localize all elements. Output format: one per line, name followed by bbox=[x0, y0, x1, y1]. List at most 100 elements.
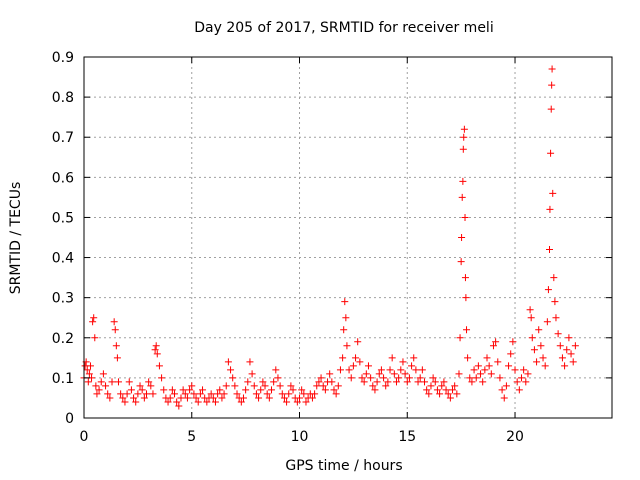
data-point bbox=[196, 390, 204, 398]
y-tick-label: 0.9 bbox=[52, 50, 74, 66]
data-point bbox=[166, 394, 174, 402]
data-point bbox=[177, 394, 185, 402]
data-point bbox=[313, 382, 321, 390]
data-point bbox=[239, 394, 247, 402]
data-point bbox=[423, 386, 431, 394]
data-point bbox=[92, 382, 100, 390]
data-point bbox=[558, 354, 566, 362]
data-point bbox=[328, 378, 336, 386]
data-point bbox=[500, 394, 508, 402]
data-point bbox=[433, 386, 441, 394]
y-tick-label: 0 bbox=[65, 411, 74, 427]
data-point bbox=[276, 382, 284, 390]
data-point bbox=[244, 378, 252, 386]
data-point bbox=[418, 366, 426, 374]
data-point bbox=[287, 382, 295, 390]
data-point bbox=[113, 354, 121, 362]
data-point bbox=[341, 298, 349, 306]
data-point bbox=[461, 213, 469, 221]
data-point bbox=[114, 378, 122, 386]
data-point bbox=[242, 386, 250, 394]
y-tick-label: 0.6 bbox=[52, 170, 74, 186]
data-point bbox=[149, 390, 157, 398]
data-point bbox=[528, 334, 536, 342]
data-point bbox=[375, 370, 383, 378]
plot-frame bbox=[83, 56, 613, 419]
data-point bbox=[296, 394, 304, 402]
data-point bbox=[326, 370, 334, 378]
data-point bbox=[265, 394, 273, 402]
data-point bbox=[547, 105, 555, 113]
data-point bbox=[339, 354, 347, 362]
data-point bbox=[388, 354, 396, 362]
data-point bbox=[377, 366, 385, 374]
data-point bbox=[487, 370, 495, 378]
data-point bbox=[270, 378, 278, 386]
data-point bbox=[229, 374, 237, 382]
data-point bbox=[403, 378, 411, 386]
data-point bbox=[561, 362, 569, 370]
data-point bbox=[438, 382, 446, 390]
data-point bbox=[278, 390, 286, 398]
data-point bbox=[97, 378, 105, 386]
data-point bbox=[216, 386, 224, 394]
data-point bbox=[535, 326, 543, 334]
data-point bbox=[255, 394, 263, 402]
data-point bbox=[444, 390, 452, 398]
data-point bbox=[425, 390, 433, 398]
data-point bbox=[259, 378, 267, 386]
data-point bbox=[520, 366, 528, 374]
data-point bbox=[209, 394, 217, 402]
data-point bbox=[550, 274, 558, 282]
grid-lines bbox=[84, 57, 612, 418]
data-point bbox=[293, 398, 301, 406]
data-point bbox=[121, 398, 129, 406]
data-point bbox=[138, 386, 146, 394]
data-point bbox=[246, 358, 254, 366]
data-point bbox=[102, 382, 110, 390]
data-point bbox=[390, 370, 398, 378]
data-point bbox=[117, 390, 125, 398]
data-point bbox=[285, 390, 293, 398]
data-point bbox=[460, 133, 468, 141]
data-point bbox=[250, 382, 258, 390]
data-point bbox=[91, 334, 99, 342]
data-point bbox=[461, 274, 469, 282]
data-point bbox=[458, 193, 466, 201]
data-point bbox=[175, 402, 183, 410]
data-point bbox=[458, 234, 466, 241]
data-point bbox=[552, 314, 560, 322]
data-point bbox=[224, 358, 232, 366]
axis-ticks: 0 0.1 0.2 0.3 0.4 0.5 0.6 0.7 0.8 0.9 0 5 10 15 20 bbox=[52, 50, 612, 445]
data-point bbox=[349, 362, 357, 370]
data-point bbox=[382, 382, 390, 390]
data-point bbox=[517, 374, 525, 382]
data-point bbox=[395, 374, 403, 382]
data-point bbox=[106, 394, 114, 402]
data-point bbox=[451, 382, 459, 390]
data-point bbox=[548, 81, 556, 89]
y-tick-label: 0.5 bbox=[52, 210, 74, 226]
data-point bbox=[136, 382, 144, 390]
x-tick-label: 0 bbox=[80, 429, 89, 445]
data-point bbox=[345, 366, 353, 374]
y-tick-label: 0.2 bbox=[52, 331, 74, 347]
data-point bbox=[315, 378, 323, 386]
data-point bbox=[549, 189, 557, 197]
data-point bbox=[354, 338, 362, 346]
data-point bbox=[85, 370, 93, 378]
data-point bbox=[405, 374, 413, 382]
data-point bbox=[567, 350, 575, 358]
data-point bbox=[386, 366, 394, 374]
data-point bbox=[214, 390, 222, 398]
data-point bbox=[302, 398, 310, 406]
data-point bbox=[416, 374, 424, 382]
data-point bbox=[498, 386, 506, 394]
data-point bbox=[527, 314, 535, 322]
data-point bbox=[342, 314, 350, 322]
data-point bbox=[311, 390, 319, 398]
data-point bbox=[340, 326, 348, 334]
data-point bbox=[522, 378, 530, 386]
data-point bbox=[319, 382, 327, 390]
